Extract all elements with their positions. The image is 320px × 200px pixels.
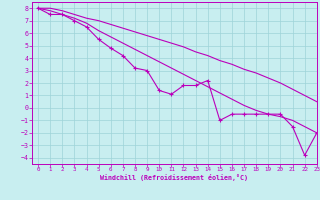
X-axis label: Windchill (Refroidissement éolien,°C): Windchill (Refroidissement éolien,°C) [100,174,248,181]
